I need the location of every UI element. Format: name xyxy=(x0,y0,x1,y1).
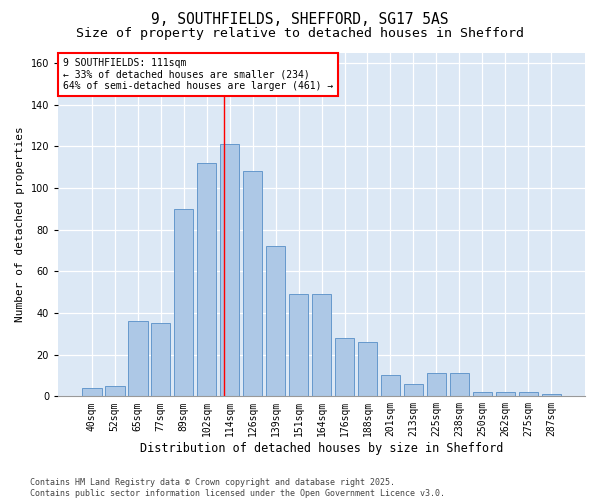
Bar xyxy=(128,322,148,396)
Bar xyxy=(174,209,193,396)
Bar xyxy=(404,384,423,396)
Text: Size of property relative to detached houses in Shefford: Size of property relative to detached ho… xyxy=(76,28,524,40)
Bar xyxy=(266,246,286,396)
Text: Contains HM Land Registry data © Crown copyright and database right 2025.
Contai: Contains HM Land Registry data © Crown c… xyxy=(30,478,445,498)
Bar xyxy=(496,392,515,396)
Bar xyxy=(518,392,538,396)
Bar xyxy=(151,324,170,396)
Bar xyxy=(335,338,354,396)
Bar xyxy=(289,294,308,396)
Y-axis label: Number of detached properties: Number of detached properties xyxy=(15,126,25,322)
Bar xyxy=(220,144,239,397)
Bar xyxy=(449,374,469,396)
Bar xyxy=(243,172,262,396)
Text: 9 SOUTHFIELDS: 111sqm
← 33% of detached houses are smaller (234)
64% of semi-det: 9 SOUTHFIELDS: 111sqm ← 33% of detached … xyxy=(64,58,334,91)
Bar xyxy=(105,386,125,396)
Bar xyxy=(312,294,331,396)
Bar xyxy=(427,374,446,396)
Bar xyxy=(358,342,377,396)
X-axis label: Distribution of detached houses by size in Shefford: Distribution of detached houses by size … xyxy=(140,442,503,455)
Bar xyxy=(82,388,101,396)
Bar xyxy=(197,163,217,396)
Bar xyxy=(473,392,492,396)
Bar xyxy=(542,394,561,396)
Bar xyxy=(381,376,400,396)
Text: 9, SOUTHFIELDS, SHEFFORD, SG17 5AS: 9, SOUTHFIELDS, SHEFFORD, SG17 5AS xyxy=(151,12,449,28)
